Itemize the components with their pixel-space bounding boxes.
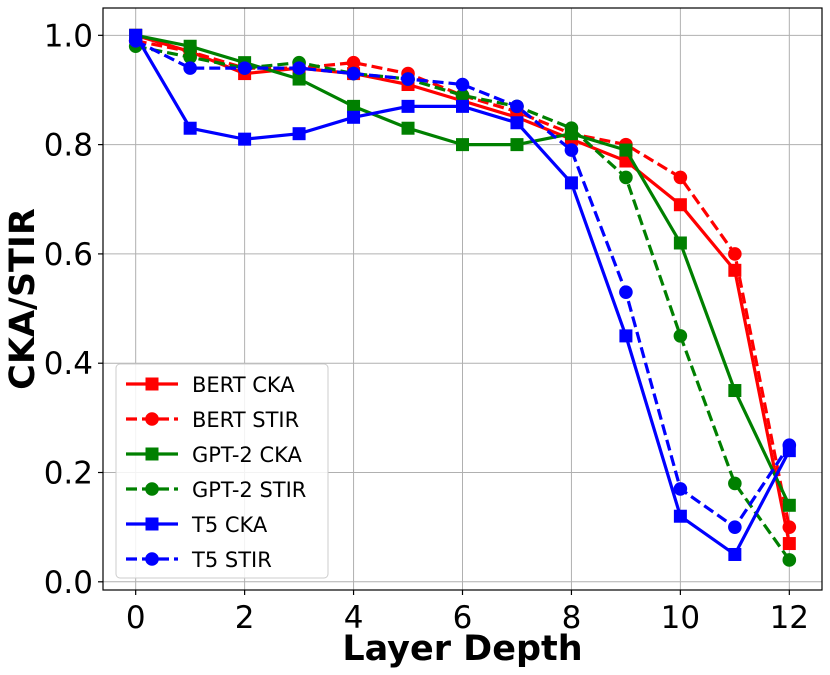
data-point-t5-cka [673, 509, 687, 523]
y-tick-label: 0.4 [44, 346, 93, 382]
x-tick-label: 8 [562, 600, 582, 636]
legend-marker [145, 517, 159, 531]
data-point-bert-stir [346, 55, 361, 70]
legend-marker [145, 377, 159, 391]
data-point-t5-stir [564, 143, 579, 157]
data-point-gpt-2-cka [292, 72, 306, 86]
data-point-t5-stir [673, 482, 688, 496]
x-axis-title: Layer Depth [342, 629, 582, 669]
data-point-gpt-2-cka [401, 121, 415, 135]
x-tick-label: 4 [344, 600, 364, 636]
legend-item-bert-cka: BERT CKA [126, 373, 295, 397]
data-point-t5-stir [782, 438, 797, 452]
legend-marker [145, 447, 159, 461]
data-point-t5-cka [347, 110, 361, 124]
series-group [128, 28, 797, 567]
legend-label: GPT-2 CKA [192, 443, 303, 467]
data-point-t5-stir [237, 61, 252, 75]
data-point-t5-stir [619, 285, 633, 299]
data-point-gpt-2-cka [347, 99, 361, 113]
y-tick-label: 0.8 [44, 128, 93, 164]
data-point-t5-cka [238, 132, 252, 146]
series-t5-cka [129, 28, 796, 561]
y-axis-title: CKA/STIR [3, 208, 43, 390]
data-point-gpt-2-stir [455, 88, 470, 103]
x-tick-label: 10 [661, 600, 700, 636]
data-point-gpt-2-cka [619, 143, 633, 157]
data-point-bert-stir [728, 247, 742, 261]
data-point-gpt-2-stir [673, 329, 688, 343]
y-tick-label: 1.0 [44, 18, 93, 54]
data-point-t5-stir [183, 61, 197, 75]
series-t5-stir [128, 33, 797, 534]
data-point-t5-stir [728, 520, 742, 534]
y-tick-label: 0.6 [44, 237, 93, 273]
data-point-t5-cka [510, 116, 524, 130]
data-point-gpt-2-cka [673, 236, 687, 250]
legend-item-gpt-2-cka: GPT-2 CKA [126, 443, 303, 467]
legend-label: T5 STIR [191, 548, 272, 572]
data-point-t5-cka [401, 99, 415, 113]
legend-label: T5 CKA [191, 513, 268, 537]
data-point-gpt-2-stir [564, 121, 579, 136]
legend-item-bert-stir: BERT STIR [126, 408, 299, 432]
legend-marker [145, 482, 159, 496]
data-point-bert-stir [673, 170, 688, 185]
legend: BERT CKA BERT STIR GPT-2 CKA GPT-2 STIR T5 C… [115, 363, 329, 579]
x-tick-label: 0 [126, 600, 146, 636]
legend-item-gpt-2-stir: GPT-2 STIR [126, 478, 306, 502]
data-point-t5-cka [183, 121, 197, 135]
data-point-t5-cka [619, 329, 633, 343]
data-point-gpt-2-stir [183, 50, 197, 64]
data-point-t5-stir [401, 72, 415, 86]
data-point-bert-cka [782, 537, 796, 551]
data-point-t5-cka [564, 176, 578, 190]
legend-item-t5-cka: T5 CKA [126, 513, 268, 537]
legend-item-t5-stir: T5 STIR [126, 548, 272, 572]
data-point-bert-cka [673, 198, 687, 212]
legend-marker [145, 552, 159, 566]
data-point-t5-stir [346, 66, 361, 81]
data-point-t5-cka [728, 547, 742, 561]
x-tick-label: 12 [770, 600, 809, 636]
data-point-t5-cka [456, 99, 469, 113]
x-tick-label: 2 [235, 600, 255, 636]
data-point-t5-cka [292, 127, 306, 141]
y-tick-label: 0.2 [44, 456, 93, 492]
data-point-gpt-2-stir [728, 476, 742, 491]
legend-label: GPT-2 STIR [192, 478, 306, 502]
data-point-gpt-2-stir [619, 170, 633, 185]
data-point-t5-stir [128, 33, 143, 48]
data-point-gpt-2-cka [728, 384, 742, 398]
x-tick-label: 6 [453, 600, 473, 636]
data-point-gpt-2-cka [456, 138, 469, 152]
data-point-t5-stir [510, 99, 524, 114]
y-tick-label: 0.0 [44, 565, 93, 601]
legend-label: BERT CKA [192, 373, 295, 397]
data-point-gpt-2-cka [782, 498, 796, 512]
legend-marker [145, 412, 159, 426]
data-point-t5-stir [292, 61, 306, 75]
data-point-gpt-2-cka [183, 39, 197, 53]
data-point-t5-stir [455, 77, 470, 92]
legend-label: BERT STIR [192, 408, 299, 432]
data-point-gpt-2-stir [782, 553, 797, 567]
data-point-bert-stir [782, 520, 797, 534]
data-point-gpt-2-cka [510, 138, 524, 152]
axis-ticks: 0 2 4 6 8 10 12 0.0 0.2 0.4 0.6 0.8 1.0 [44, 18, 809, 636]
